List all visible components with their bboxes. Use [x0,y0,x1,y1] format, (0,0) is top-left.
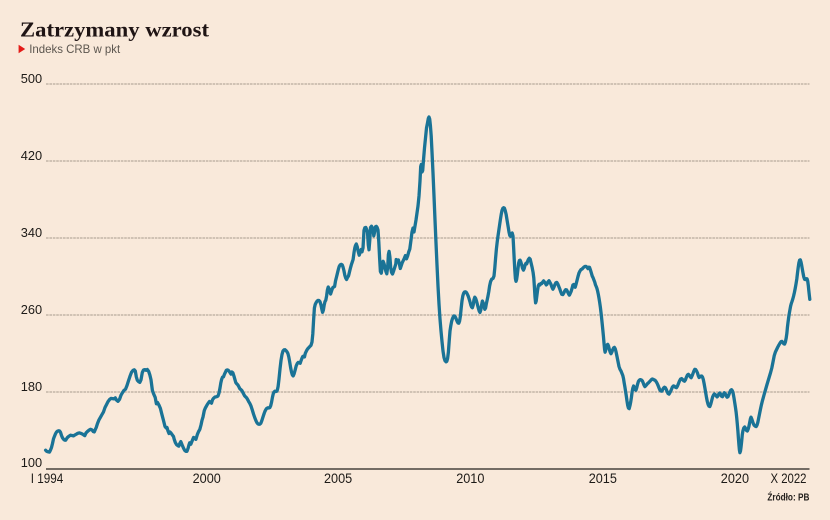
svg-text:2020: 2020 [721,470,749,486]
svg-text:420: 420 [21,148,42,163]
svg-text:2000: 2000 [193,470,221,486]
svg-text:340: 340 [21,225,42,240]
svg-text:2005: 2005 [324,470,352,486]
svg-text:2015: 2015 [589,470,617,486]
svg-text:I 1994: I 1994 [31,470,64,486]
svg-text:Zatrzymany wzrost: Zatrzymany wzrost [20,18,210,42]
svg-text:500: 500 [21,71,42,86]
svg-text:180: 180 [21,379,42,394]
svg-text:Indeks CRB w pkt: Indeks CRB w pkt [29,42,121,56]
svg-text:Źródło: PB: Źródło: PB [767,492,809,503]
svg-text:260: 260 [21,302,42,317]
svg-text:2010: 2010 [456,470,484,486]
svg-text:X 2022: X 2022 [771,470,807,486]
svg-text:100: 100 [21,455,42,470]
